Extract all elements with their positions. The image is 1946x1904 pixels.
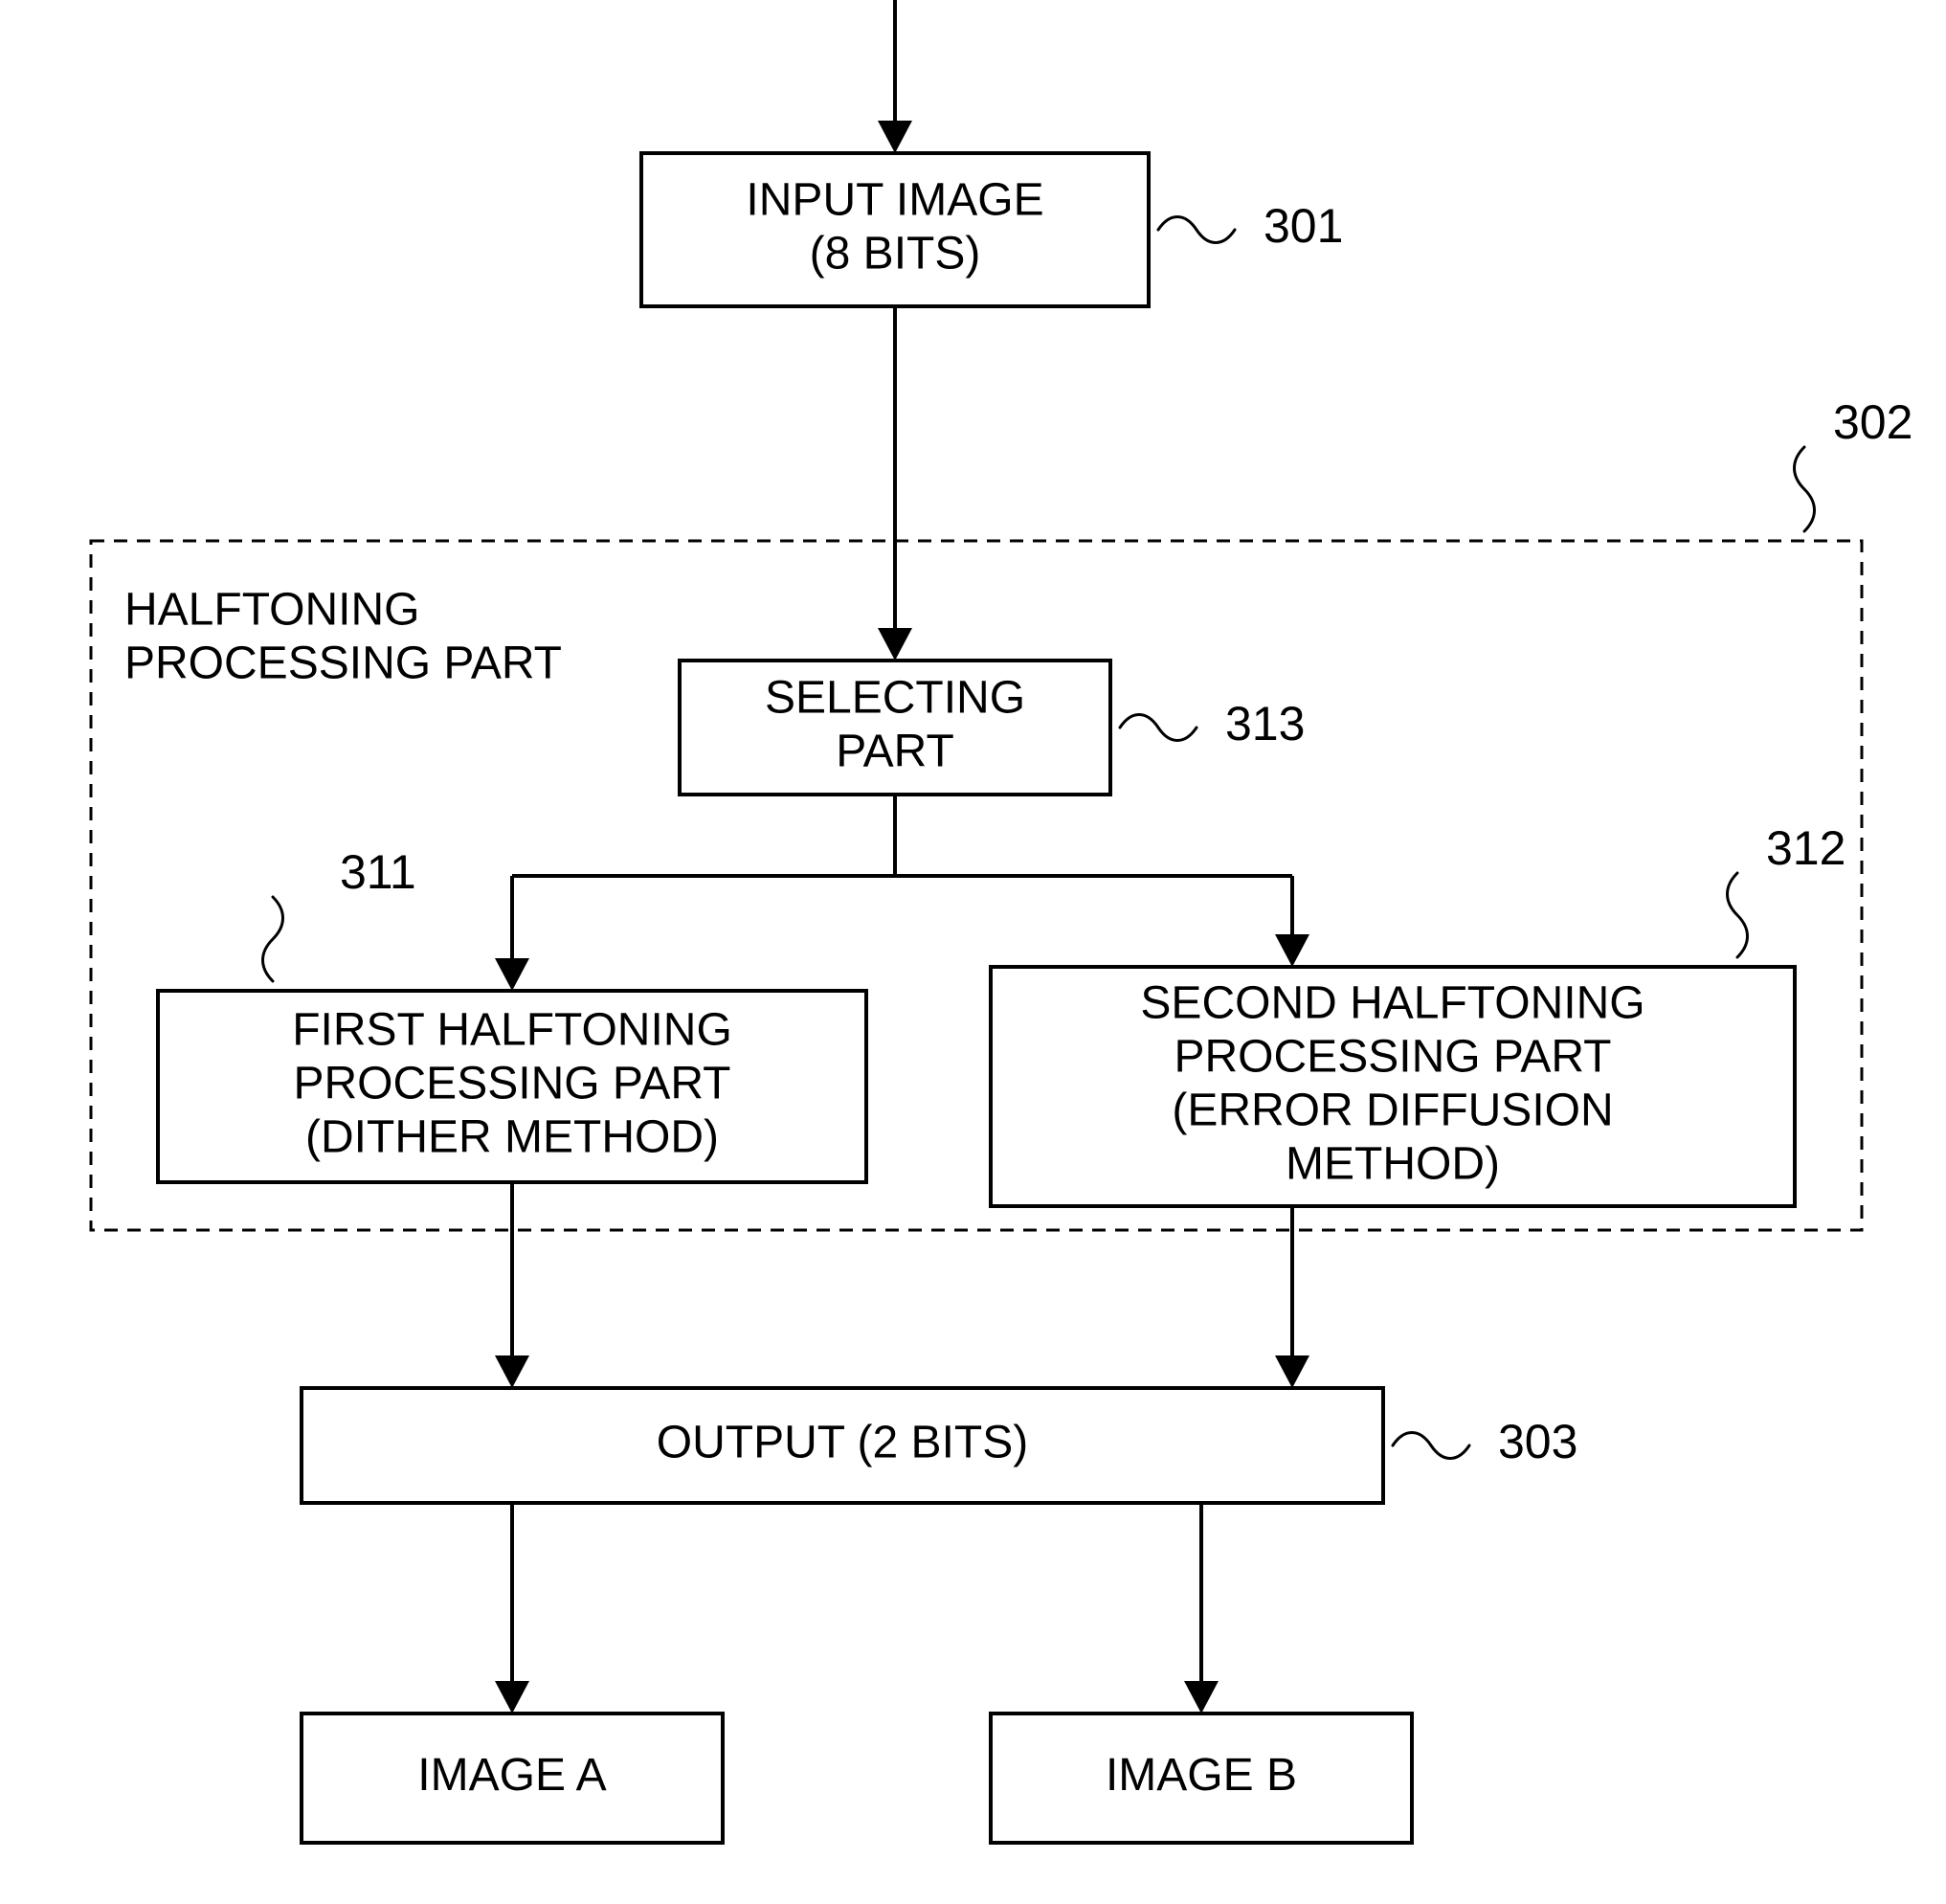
node-selecting-line-0: SELECTING <box>765 673 1025 724</box>
node-input: INPUT IMAGE(8 BITS) 301 <box>641 153 1343 306</box>
node-input-line-1: (8 BITS) <box>810 229 981 280</box>
node-halftoning_container-title-0: HALFTONING <box>124 585 419 636</box>
node-selecting-line-1: PART <box>836 727 954 777</box>
node-image_b-line-0: IMAGE B <box>1106 1750 1297 1801</box>
ref-303: 303 <box>1498 1415 1577 1468</box>
node-second_halftoning-line-0: SECOND HALFTONING <box>1140 978 1644 1029</box>
node-input-line-0: INPUT IMAGE <box>746 175 1043 226</box>
node-output-line-0: OUTPUT (2 BITS) <box>657 1418 1028 1468</box>
ref-301: 301 <box>1264 199 1343 253</box>
node-halftoning_container-title-1: PROCESSING PART <box>124 638 562 689</box>
ref-313: 313 <box>1225 697 1305 750</box>
node-first_halftoning-line-0: FIRST HALFTONING <box>292 1005 732 1056</box>
ref-312: 312 <box>1766 821 1845 875</box>
node-image_a-line-0: IMAGE A <box>417 1750 606 1801</box>
ref-302: 302 <box>1833 395 1912 449</box>
node-selecting: SELECTINGPART 313 <box>680 661 1305 795</box>
node-image_a: IMAGE A <box>302 1714 723 1843</box>
node-second_halftoning-line-1: PROCESSING PART <box>1174 1032 1612 1083</box>
node-second_halftoning-line-2: (ERROR DIFFUSION <box>1172 1086 1613 1136</box>
node-second_halftoning-line-3: METHOD) <box>1286 1139 1500 1190</box>
node-first_halftoning-line-2: (DITHER METHOD) <box>305 1112 719 1163</box>
node-output: OUTPUT (2 BITS) 303 <box>302 1388 1577 1503</box>
node-second_halftoning: SECOND HALFTONINGPROCESSING PART(ERROR D… <box>991 821 1845 1206</box>
ref-311: 311 <box>340 845 416 899</box>
node-first_halftoning-line-1: PROCESSING PART <box>294 1059 731 1109</box>
node-image_b: IMAGE B <box>991 1714 1412 1843</box>
